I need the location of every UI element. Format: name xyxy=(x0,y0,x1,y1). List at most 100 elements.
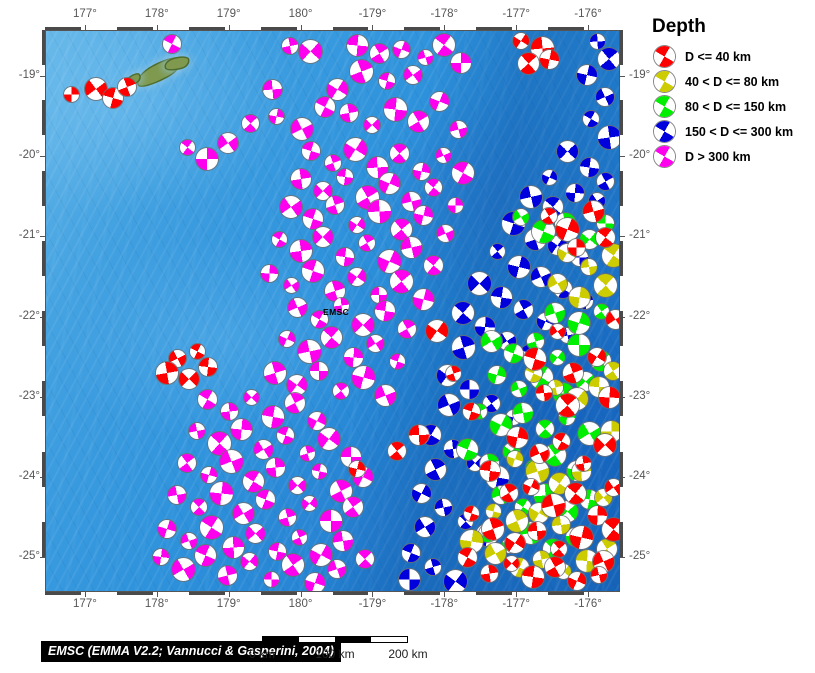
focal-mechanism-marker xyxy=(520,186,542,208)
lat-tick-label: -24° xyxy=(629,470,651,483)
focal-mechanism-marker xyxy=(218,133,238,153)
focal-mechanism-marker xyxy=(179,139,195,155)
lon-tick-label: 177° xyxy=(73,8,97,20)
focal-mechanism-marker xyxy=(551,541,567,557)
focal-mechanism-marker xyxy=(568,334,590,356)
focal-mechanism-marker xyxy=(388,442,406,460)
focal-mechanism-marker xyxy=(343,137,367,161)
focal-mechanism-marker xyxy=(333,383,349,399)
focal-mechanism-marker xyxy=(288,476,306,494)
focal-mechanism-marker xyxy=(364,117,380,133)
focal-mechanism-marker xyxy=(597,125,619,149)
frame-band xyxy=(42,30,45,66)
focal-mechanism-marker xyxy=(404,66,422,84)
focal-mechanism-marker xyxy=(271,231,287,247)
lat-tick-label: -25° xyxy=(629,550,651,563)
focal-mechanism-marker xyxy=(505,533,525,553)
focal-mechanism-marker xyxy=(262,79,282,99)
focal-mechanism-marker xyxy=(525,459,549,483)
lat-tick-label: -20° xyxy=(629,149,651,162)
focal-mechanism-marker xyxy=(255,489,275,509)
focal-mechanism-marker xyxy=(103,88,123,108)
map-canvas[interactable]: EMSC xyxy=(45,30,620,592)
focal-mechanism-marker xyxy=(485,503,501,519)
focal-mechanism-marker xyxy=(506,426,528,448)
focal-mechanism-marker xyxy=(503,343,523,363)
lat-tick-label: -23° xyxy=(629,389,651,402)
focal-mechanism-marker xyxy=(366,334,384,352)
lat-tick-mark xyxy=(40,557,45,559)
focal-mechanism-marker xyxy=(417,49,433,65)
focal-mechanism-marker xyxy=(452,162,474,184)
focal-mechanism-marker xyxy=(596,172,614,190)
legend-item-label: D <= 40 km xyxy=(685,49,752,64)
lon-tick-mark xyxy=(84,25,86,30)
lon-tick-label: -177° xyxy=(502,598,530,610)
focal-mechanism-marker xyxy=(318,428,340,450)
focal-mechanism-marker xyxy=(302,260,324,282)
lat-tick-mark xyxy=(620,557,625,559)
focal-mechanism-marker xyxy=(407,110,429,132)
focal-mechanism-marker xyxy=(459,379,479,399)
legend-item: D > 300 km xyxy=(648,144,813,169)
focal-mechanism-marker xyxy=(528,522,546,540)
focal-mechanism-marker xyxy=(576,550,598,572)
focal-mechanism-marker xyxy=(343,347,363,367)
focal-mechanism-marker xyxy=(522,566,544,588)
focal-mechanism-marker xyxy=(447,197,463,213)
focal-mechanism-marker xyxy=(513,209,529,225)
lon-tick-label: -176° xyxy=(574,598,602,610)
focal-mechanism-marker xyxy=(435,147,451,163)
legend-item: 150 < D <= 300 km xyxy=(648,119,813,144)
lat-tick-label: -20° xyxy=(18,149,40,162)
lon-tick-mark xyxy=(156,592,158,597)
focal-mechanism-marker xyxy=(308,412,326,430)
focal-mechanism-marker xyxy=(291,118,313,140)
focal-mechanism-marker xyxy=(379,73,395,89)
focal-mechanism-marker xyxy=(412,162,430,180)
lon-tick-mark xyxy=(228,592,230,597)
emsc-center-label: EMSC xyxy=(323,307,350,317)
focal-mechanism-marker xyxy=(375,301,395,321)
focal-mechanism-marker xyxy=(424,178,442,196)
focal-mechanism-marker xyxy=(598,48,619,70)
focal-mechanism-icon xyxy=(654,71,675,92)
focal-mechanism-marker xyxy=(343,497,363,517)
focal-mechanism-marker xyxy=(220,402,238,420)
focal-mechanism-marker xyxy=(290,240,312,262)
focal-mechanism-marker xyxy=(287,297,307,317)
lon-tick-label: -178° xyxy=(430,598,459,610)
focal-mechanism-marker xyxy=(311,463,327,479)
focal-mechanism-marker xyxy=(511,381,527,397)
focal-mechanism-marker xyxy=(253,439,273,459)
focal-mechanism-marker xyxy=(411,483,431,503)
focal-mechanism-marker xyxy=(555,393,579,417)
focal-mechanism-icon xyxy=(654,121,675,142)
focal-mechanism-marker xyxy=(328,560,346,578)
focal-mechanism-marker xyxy=(351,365,375,389)
focal-mechanism-marker xyxy=(536,420,554,438)
lon-tick-mark xyxy=(372,25,374,30)
focal-mechanism-marker xyxy=(178,454,196,472)
focal-mechanism-marker xyxy=(552,516,570,534)
focal-mechanism-marker xyxy=(85,78,107,100)
lat-tick-mark xyxy=(620,156,625,158)
frame-band xyxy=(42,381,45,417)
focal-mechanism-icon xyxy=(654,146,675,167)
focal-mechanism-marker xyxy=(549,323,565,339)
focal-mechanism-marker xyxy=(264,362,286,384)
frame-band xyxy=(476,27,513,30)
frame-band xyxy=(620,521,623,557)
focal-mechanism-marker xyxy=(305,573,325,591)
focal-mechanism-marker xyxy=(545,303,565,323)
focal-mechanism-marker xyxy=(482,394,500,412)
focal-mechanism-marker xyxy=(592,550,614,572)
focal-mechanism-marker xyxy=(449,120,467,138)
lon-tick-mark xyxy=(444,592,446,597)
focal-mechanism-marker xyxy=(279,331,295,347)
focal-mechanism-marker xyxy=(591,567,607,583)
focal-mechanism-marker xyxy=(566,184,584,202)
focal-mechanism-marker xyxy=(503,555,519,571)
focal-mechanism-marker xyxy=(390,218,412,240)
focal-mechanism-marker xyxy=(567,238,585,256)
